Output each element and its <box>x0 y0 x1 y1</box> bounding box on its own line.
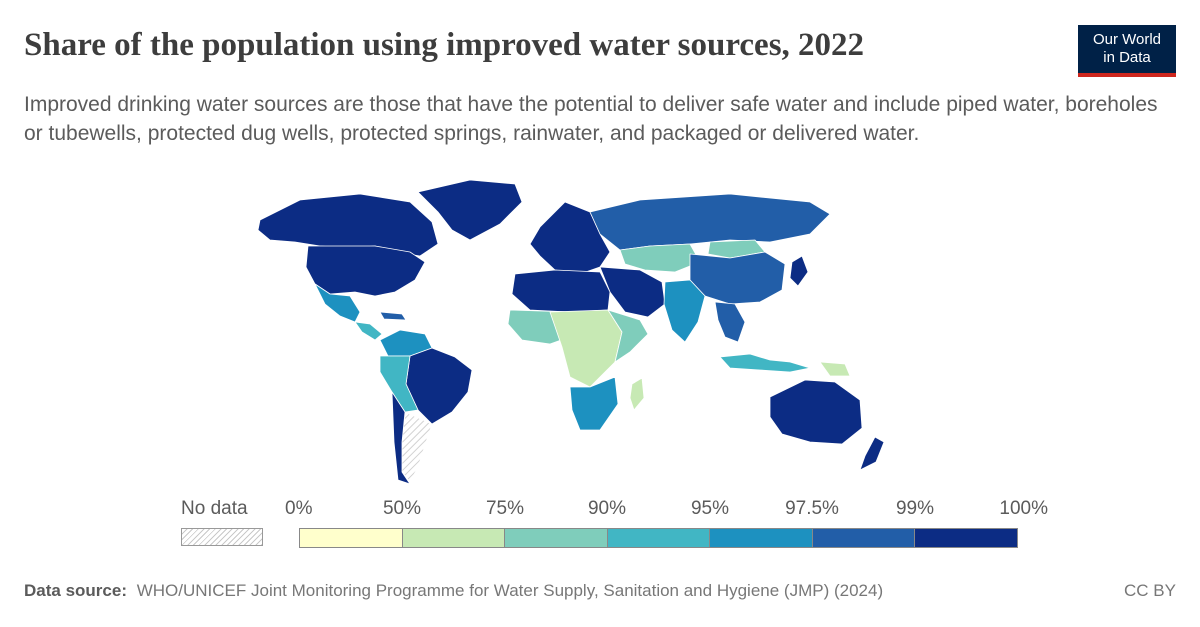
legend-bin[interactable] <box>401 528 506 548</box>
region-australia[interactable] <box>769 379 863 445</box>
region-central-asia[interactable] <box>619 243 701 273</box>
region-southeast-asia[interactable] <box>714 301 746 343</box>
region-brazil[interactable] <box>405 347 473 425</box>
region-peru-bolivia[interactable] <box>379 355 419 413</box>
region-central-america[interactable] <box>354 321 383 341</box>
world-map[interactable] <box>170 172 1040 492</box>
legend-tick: 97.5% <box>785 498 839 519</box>
logo-line-2: in Data <box>1103 49 1151 66</box>
region-madagascar[interactable] <box>629 377 645 411</box>
legend-tick: 90% <box>587 498 627 519</box>
region-japan[interactable] <box>789 255 809 287</box>
legend-bin[interactable] <box>914 528 1019 548</box>
region-east-africa[interactable] <box>607 309 649 363</box>
region-greenland[interactable] <box>417 179 523 241</box>
region-papua-new-guinea[interactable] <box>819 361 851 377</box>
license-link[interactable]: CC BY <box>1124 581 1176 600</box>
legend-tick: 50% <box>382 498 422 519</box>
legend-tick: 75% <box>485 498 525 519</box>
legend-bin[interactable] <box>504 528 608 548</box>
legend-bin[interactable] <box>299 528 403 548</box>
region-chile[interactable] <box>391 391 411 485</box>
region-new-zealand[interactable] <box>859 436 885 471</box>
legend-tick: 100% <box>999 498 1048 519</box>
footer: Data source: WHO/UNICEF Joint Monitoring… <box>24 581 1176 601</box>
region-southern-africa[interactable] <box>569 376 619 431</box>
region-united-states[interactable] <box>305 245 426 297</box>
region-argentina[interactable] <box>401 411 433 483</box>
legend-no-data-swatch[interactable] <box>181 528 263 546</box>
logo-line-1: Our World <box>1092 31 1162 48</box>
legend-bin[interactable] <box>606 528 711 548</box>
data-source-text[interactable]: WHO/UNICEF Joint Monitoring Programme fo… <box>136 581 884 600</box>
data-source: Data source: WHO/UNICEF Joint Monitoring… <box>24 581 883 601</box>
legend-tick: 0% <box>285 498 313 519</box>
chart-subtitle: Improved drinking water sources are thos… <box>24 93 1158 145</box>
legend-color-bar <box>299 528 1019 548</box>
region-north-africa[interactable] <box>511 269 611 313</box>
legend-bin[interactable] <box>709 528 813 548</box>
owid-logo[interactable]: Our World in Data <box>1078 25 1176 77</box>
region-indonesia[interactable] <box>719 353 811 373</box>
region-central-africa[interactable] <box>549 309 623 388</box>
legend-bin[interactable] <box>811 528 916 548</box>
region-caribbean[interactable] <box>379 311 407 321</box>
legend-no-data-label: No data <box>181 498 248 519</box>
region-india[interactable] <box>663 279 706 343</box>
data-source-label: Data source: <box>24 581 127 600</box>
legend-tick: 99% <box>895 498 935 519</box>
legend-tick: 95% <box>690 498 730 519</box>
region-mexico[interactable] <box>314 283 361 323</box>
chart-title: Share of the population using improved w… <box>24 27 865 63</box>
region-middle-east[interactable] <box>599 266 666 318</box>
legend: No data 0% 50% 75% 90% 95% 97.5% 99% 100… <box>0 490 1200 560</box>
